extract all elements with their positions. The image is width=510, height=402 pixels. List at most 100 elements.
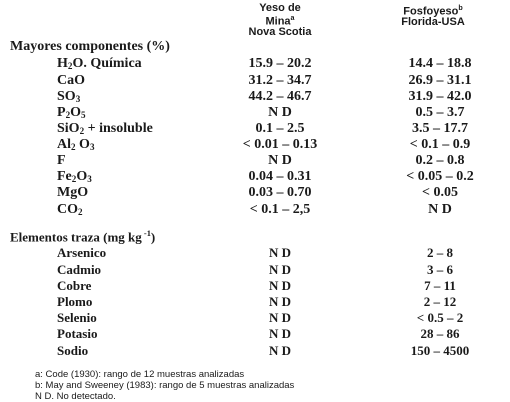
label-text: SO (57, 89, 76, 104)
table-row: SO3 44.2 – 46.7 31.9 – 42.0 (0, 89, 510, 105)
label-subscript: 2 (67, 61, 73, 71)
value-florida: 2 – 12 (423, 294, 457, 309)
label-text: Fe (57, 169, 72, 184)
element-label: Sodio (57, 343, 89, 358)
trace-elements-title: Elementos traza (mg kg -1) (10, 228, 155, 245)
table-row: Cobre N D 7 – 11 (0, 278, 510, 294)
value-florida: < 0.05 – 0.2 (406, 169, 474, 184)
value-florida: 7 – 11 (424, 278, 456, 293)
component-label: H2O. Química (57, 56, 142, 72)
label-subscript: 3 (75, 94, 81, 104)
column-header-line: Minaa (232, 13, 328, 27)
value-florida: N D (428, 202, 452, 217)
footnote-a: a: Code (1930): rango de 12 muestras ana… (35, 369, 245, 380)
value-florida: < 0.1 – 0.9 (409, 137, 471, 152)
column-header-text: Fosfoyeso (403, 5, 459, 18)
value-nova-scotia: < 0.01 – 0.13 (242, 137, 318, 152)
label-subscript: 5 (81, 110, 86, 120)
value-nova-scotia: N D (268, 153, 292, 168)
component-label: CaO (57, 73, 85, 89)
component-label: SiO2 + insoluble (57, 121, 153, 137)
value-nova-scotia: N D (268, 262, 292, 277)
column-header-line: Fosfoyesob (383, 3, 483, 17)
value-nova-scotia: 0.03 – 0.70 (248, 185, 312, 200)
element-label: Arsenico (57, 245, 107, 260)
label-subscript: 2 (65, 110, 71, 120)
footnote-marker: a (290, 14, 295, 22)
value-nova-scotia: 44.2 – 46.7 (248, 89, 312, 104)
element-label: Selenio (57, 310, 97, 325)
trace-title-close: ) (150, 229, 156, 245)
label-subscript: 3 (87, 174, 92, 184)
table-row: CaO 31.2 – 34.7 26.9 – 31.1 (0, 73, 510, 89)
label-text: Al (57, 137, 71, 152)
table-row: F N D 0.2 – 0.8 (0, 153, 510, 169)
column-header-nova-scotia: Yeso de Minaa Nova Scotia (232, 2, 328, 38)
label-subscript: 2 (79, 126, 85, 136)
value-nova-scotia: 15.9 – 20.2 (248, 56, 312, 71)
column-header-line: Yeso de (259, 2, 301, 14)
column-header-line: Florida-USA (401, 15, 465, 28)
table-row: Potasio N D 28 – 86 (0, 326, 510, 342)
table-row: MgO 0.03 – 0.70 < 0.05 (0, 185, 510, 201)
table-row: Selenio N D < 0.5 – 2 (0, 310, 510, 326)
table-row: Fe2O3 0.04 – 0.31 < 0.05 – 0.2 (0, 169, 510, 185)
value-nova-scotia: N D (268, 343, 292, 358)
label-text: O (76, 169, 88, 184)
label-text: SiO (57, 121, 80, 136)
component-label: Fe2O3 (57, 169, 92, 185)
value-nova-scotia: N D (268, 278, 292, 293)
table-row: SiO2 + insoluble 0.1 – 2.5 3.5 – 17.7 (0, 121, 510, 137)
label-subscript: 2 (78, 207, 83, 217)
value-florida: < 0.05 (422, 185, 458, 200)
component-label: MgO (57, 185, 88, 201)
footnote-nd: N D. No detectado. (35, 391, 116, 402)
footnote-marker: b (458, 4, 463, 12)
column-header-text: Mina (265, 15, 291, 28)
label-text: H (57, 56, 68, 71)
component-label: SO3 (57, 89, 80, 105)
value-florida: 28 – 86 (420, 326, 460, 341)
value-florida: < 0.5 – 2 (416, 310, 464, 325)
table-row: P2O5 N D 0.5 – 3.7 (0, 105, 510, 121)
value-nova-scotia: 31.2 – 34.7 (248, 73, 312, 88)
trace-title-text: Elementos traza (mg kg (10, 229, 142, 245)
value-nova-scotia: N D (268, 326, 292, 341)
label-text: O. Química (72, 56, 142, 71)
table-row: Cadmio N D 3 – 6 (0, 262, 510, 278)
label-text: O (75, 137, 90, 152)
label-text: O (70, 105, 81, 120)
element-label: Plomo (57, 294, 93, 309)
label-text: + insoluble (84, 121, 153, 136)
value-florida: 3.5 – 17.7 (412, 121, 468, 136)
table-row: Al2 O3 < 0.01 – 0.13 < 0.1 – 0.9 (0, 137, 510, 153)
table-row: Sodio N D 150 – 4500 (0, 343, 510, 359)
label-subscript: 2 (71, 142, 76, 152)
label-text: P (57, 105, 66, 120)
value-nova-scotia: N D (268, 310, 292, 325)
label-text: CaO (57, 73, 85, 88)
value-nova-scotia: 0.04 – 0.31 (248, 169, 312, 184)
value-florida: 31.9 – 42.0 (408, 89, 472, 104)
value-florida: 150 – 4500 (410, 343, 470, 358)
element-label: Cobre (57, 278, 92, 293)
component-label: F (57, 153, 66, 169)
label-subscript: 3 (89, 142, 95, 152)
element-label: Cadmio (57, 262, 102, 277)
table-row: CO2 < 0.1 – 2,5 N D (0, 202, 510, 218)
label-text: MgO (57, 185, 89, 200)
label-text: F (57, 153, 66, 168)
footnotes: a: Code (1930): rango de 12 muestras ana… (35, 369, 294, 402)
value-nova-scotia: 0.1 – 2.5 (255, 121, 305, 136)
unit-exponent: -1 (141, 228, 151, 238)
value-florida: 0.5 – 3.7 (415, 105, 465, 120)
value-nova-scotia: N D (268, 105, 292, 120)
component-label: CO2 (57, 202, 83, 218)
label-subscript: 2 (71, 174, 77, 184)
value-florida: 14.4 – 18.8 (408, 56, 472, 71)
column-header-line: Nova Scotia (248, 25, 312, 38)
value-florida: 26.9 – 31.1 (408, 73, 472, 88)
value-nova-scotia: N D (268, 245, 292, 260)
table-row: Plomo N D 2 – 12 (0, 294, 510, 310)
value-florida: 0.2 – 0.8 (415, 153, 465, 168)
